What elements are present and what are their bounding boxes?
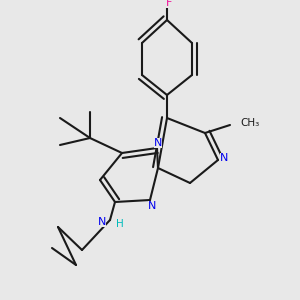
Text: N: N [98, 217, 106, 227]
Text: F: F [166, 0, 172, 8]
Text: H: H [116, 219, 124, 229]
Text: N: N [154, 138, 162, 148]
Text: CH₃: CH₃ [240, 118, 259, 128]
Text: N: N [148, 201, 156, 211]
Text: N: N [220, 153, 228, 163]
